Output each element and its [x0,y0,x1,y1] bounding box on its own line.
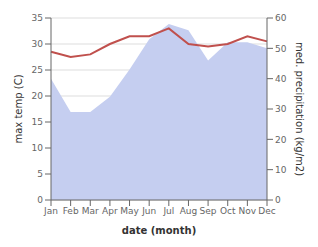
svg-text:Sep: Sep [200,206,217,216]
svg-text:Jan: Jan [43,206,58,216]
svg-text:35: 35 [32,13,43,23]
svg-text:10: 10 [32,143,44,153]
svg-text:Dec: Dec [258,206,275,216]
svg-text:Aug: Aug [180,206,198,216]
svg-text:med. precipitation (kg/m2): med. precipitation (kg/m2) [294,42,305,176]
svg-text:15: 15 [32,117,43,127]
svg-text:Mar: Mar [82,206,99,216]
svg-text:60: 60 [275,13,287,23]
svg-text:20: 20 [32,91,44,101]
svg-text:max temp (C): max temp (C) [13,74,24,143]
svg-text:30: 30 [275,104,287,114]
svg-text:0: 0 [37,195,43,205]
svg-text:Jun: Jun [141,206,156,216]
svg-text:May: May [120,206,139,216]
svg-text:Oct: Oct [220,206,236,216]
svg-text:30: 30 [32,39,44,49]
svg-text:25: 25 [32,65,43,75]
svg-text:50: 50 [275,44,287,54]
svg-text:date (month): date (month) [122,225,196,236]
svg-text:Apr: Apr [102,206,118,216]
svg-text:Feb: Feb [63,206,79,216]
svg-text:Jul: Jul [162,206,174,216]
svg-text:5: 5 [37,169,43,179]
svg-text:20: 20 [275,135,287,145]
svg-text:0: 0 [275,195,281,205]
svg-text:Nov: Nov [239,206,257,216]
svg-text:40: 40 [275,74,287,84]
svg-text:10: 10 [275,165,287,175]
